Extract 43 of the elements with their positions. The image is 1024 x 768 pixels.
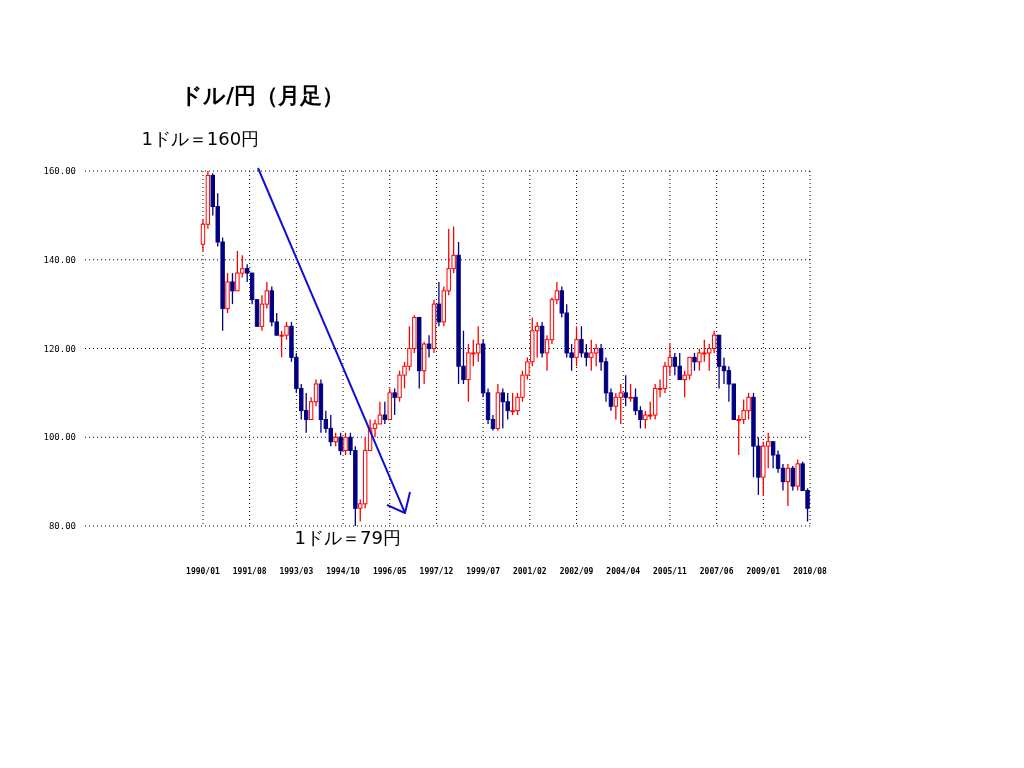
y-tick-label: 120.00 — [43, 343, 76, 354]
candlestick — [672, 352, 678, 376]
x-tick-label: 2001/02 — [512, 567, 547, 576]
x-tick-label: 1997/12 — [419, 567, 454, 576]
candlestick — [259, 294, 265, 332]
x-tick-label: 2004/04 — [606, 567, 641, 576]
y-tick-label: 80.00 — [48, 521, 76, 531]
candlestick — [623, 374, 628, 407]
x-tick-label: 1993/03 — [279, 567, 314, 576]
x-tick-label: 2009/01 — [746, 567, 781, 576]
y-tick-label: 100.00 — [43, 432, 76, 443]
candlestick — [230, 272, 235, 305]
candlestick — [426, 334, 432, 359]
x-tick-label: 1991/08 — [232, 567, 267, 576]
candlestick — [343, 432, 348, 456]
x-tick-label: 2010/08 — [793, 567, 828, 576]
candlestick — [377, 401, 383, 425]
candlestick — [593, 343, 599, 367]
x-tick-label: 2007/06 — [699, 567, 734, 576]
candlestick — [613, 392, 619, 421]
chart-title: ドル/円（月足） — [180, 83, 345, 108]
candlestick — [574, 325, 579, 367]
candlestick — [662, 361, 668, 394]
x-tick-label: 2002/09 — [559, 567, 594, 576]
candlestick — [785, 463, 791, 507]
x-tick-label: 1990/01 — [186, 567, 221, 576]
y-tick-label: 140.00 — [43, 254, 76, 265]
x-tick-label: 1996/05 — [372, 567, 407, 576]
candlestick — [436, 281, 442, 327]
annotation: 1ドル＝160円 — [141, 128, 260, 149]
candlestick — [795, 458, 800, 492]
candlestick — [382, 401, 388, 425]
x-tick-label: 1994/10 — [326, 567, 361, 576]
candlestick — [790, 465, 795, 492]
x-tick-label: 2005/11 — [653, 567, 687, 576]
x-tick-label: 1999/07 — [466, 567, 501, 576]
candlestick — [770, 441, 776, 469]
annotation: 1ドル＝79円 — [294, 527, 401, 548]
candlestick — [392, 387, 397, 416]
candlestick — [338, 432, 343, 456]
candlestick — [303, 392, 309, 434]
y-tick-label: 160.00 — [43, 166, 76, 176]
candlestick — [711, 330, 717, 354]
